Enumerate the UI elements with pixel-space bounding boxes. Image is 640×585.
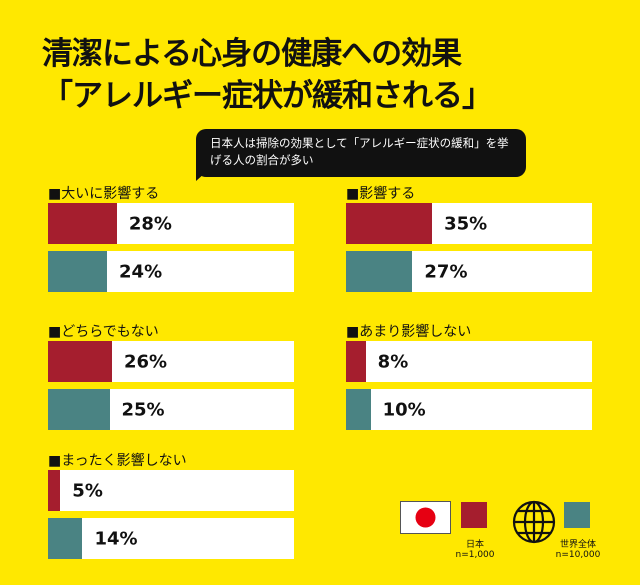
value-label-world: 14%: [94, 528, 138, 549]
bar-world: [48, 518, 83, 559]
bar-world: [48, 251, 108, 292]
bar-track: 35%: [346, 203, 592, 244]
legend-n-japan: n=1,000: [455, 550, 495, 560]
value-label-world: 10%: [382, 399, 426, 420]
globe-icon: [512, 500, 556, 544]
value-label-world: 27%: [424, 261, 468, 282]
bar-japan: [346, 203, 433, 244]
bar-track: 28%: [48, 203, 294, 244]
bar-track: 14%: [48, 518, 294, 559]
group-label: ■大いに影響する: [48, 186, 160, 202]
legend-label-japan: 日本: [465, 540, 484, 550]
bar-track: 5%: [48, 470, 294, 511]
value-label-japan: 28%: [128, 213, 172, 234]
bar-world: [346, 389, 371, 430]
bar-track: 10%: [346, 389, 592, 430]
callout-bubble: 日本人は掃除の効果として「アレルギー症状の緩和」を挙げる人の割合が多い: [196, 129, 526, 177]
bar-group: ■影響する 35% 27%: [346, 183, 592, 292]
title-line-2: 「アレルギー症状が緩和される」: [42, 78, 493, 114]
value-label-world: 25%: [121, 399, 165, 420]
bar-japan: [48, 341, 112, 382]
bar-world: [48, 389, 110, 430]
bar-japan: [48, 203, 117, 244]
title-line-1: 清潔による心身の健康への効果: [42, 36, 462, 72]
legend-swatch-world: [564, 502, 590, 528]
value-label-japan: 8%: [377, 351, 409, 372]
bar-group: ■あまり影響しない 8% 10%: [346, 321, 592, 430]
legend-swatch-japan: [461, 502, 487, 528]
group-label: ■まったく影響しない: [48, 453, 187, 469]
japan-flag-icon: [400, 501, 451, 534]
bar-track: 26%: [48, 341, 294, 382]
bar-world: [346, 251, 413, 292]
bar-japan: [48, 470, 61, 511]
bar-group: ■まったく影響しない 5% 14%: [48, 450, 294, 559]
bar-track: 8%: [346, 341, 592, 382]
value-label-japan: 5%: [72, 480, 103, 501]
legend-label-world: 世界全体: [559, 540, 596, 550]
legend-n-world: n=10,000: [555, 550, 601, 560]
value-label-japan: 35%: [444, 213, 488, 234]
bar-group: ■どちらでもない 26% 25%: [48, 321, 294, 430]
group-label: ■あまり影響しない: [346, 324, 472, 340]
value-label-world: 24%: [119, 261, 163, 282]
bar-japan: [346, 341, 366, 382]
group-label: ■影響する: [346, 186, 416, 202]
bar-group: ■大いに影響する 28% 24%: [48, 183, 294, 292]
bar-track: 24%: [48, 251, 294, 292]
group-label: ■どちらでもない: [48, 324, 159, 340]
bar-track: 25%: [48, 389, 294, 430]
callout-tail: [196, 165, 214, 181]
bar-track: 27%: [346, 251, 592, 292]
value-label-japan: 26%: [123, 351, 168, 372]
